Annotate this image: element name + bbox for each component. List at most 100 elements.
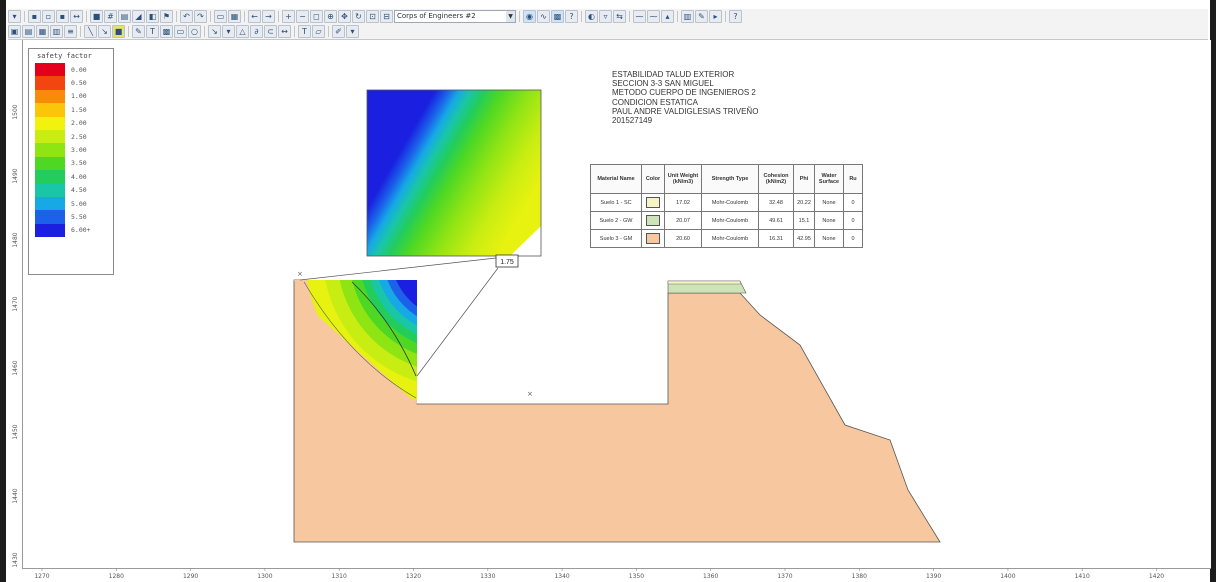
zoom-extents-icon[interactable]: ⊡ bbox=[366, 10, 379, 23]
print-preview-icon[interactable]: ▫ bbox=[42, 10, 55, 23]
edit-icon[interactable]: ✎ bbox=[695, 10, 708, 23]
critical-slip-surface bbox=[351, 281, 417, 377]
dropdown-icon[interactable]: ▾ bbox=[222, 25, 235, 38]
layers-icon[interactable]: ▣ bbox=[8, 25, 21, 38]
info-line: SECCION 3-3 SAN MIGUEL bbox=[612, 79, 714, 89]
horizontal-ruler-label: 1300 bbox=[257, 573, 272, 580]
properties-icon[interactable]: ▦ bbox=[36, 25, 49, 38]
vertical-ruler-labels: 1500 1490 1480 1470 1460 1450 1440 1430 bbox=[12, 104, 19, 567]
vertical-ruler-label: 1500 bbox=[12, 104, 19, 119]
probability-icon[interactable]: ▴ bbox=[661, 10, 674, 23]
toolbar-separator bbox=[24, 11, 25, 22]
legend-color-swatch bbox=[35, 89, 65, 104]
zoom-detail-panel bbox=[366, 89, 542, 257]
contours-icon[interactable]: ▩ bbox=[551, 10, 564, 23]
arrows-icon[interactable]: ⇆ bbox=[613, 10, 626, 23]
circle-icon[interactable]: ○ bbox=[188, 25, 201, 38]
horizontal-ruler-label: 1410 bbox=[1075, 573, 1090, 580]
note-icon[interactable]: ▱ bbox=[312, 25, 325, 38]
export-icon[interactable]: ↔ bbox=[70, 10, 83, 23]
toolbar-separator bbox=[244, 11, 245, 22]
fill-icon[interactable]: ■ bbox=[112, 25, 125, 38]
text-box-icon[interactable]: T bbox=[298, 25, 311, 38]
filter-icon[interactable]: ▿ bbox=[599, 10, 612, 23]
vertical-ruler-label: 1470 bbox=[12, 296, 19, 311]
compute-icon[interactable]: ◉ bbox=[523, 10, 536, 23]
toolbar-separator bbox=[725, 11, 726, 22]
factor-of-safety-box[interactable] bbox=[495, 254, 519, 268]
legend-value: 0.00 bbox=[71, 65, 87, 74]
more-icon[interactable]: ▸ bbox=[709, 10, 722, 23]
zoom-previous-icon[interactable]: ⊟ bbox=[380, 10, 393, 23]
dimension-icon[interactable]: ↔ bbox=[278, 25, 291, 38]
chart-icon[interactable]: ◢ bbox=[132, 10, 145, 23]
slip-surface-outline bbox=[303, 281, 417, 399]
boundary-icon[interactable]: ▥ bbox=[50, 25, 63, 38]
redo-icon[interactable]: ↷ bbox=[194, 10, 207, 23]
legend-entry: 1.50 bbox=[35, 103, 91, 117]
arrow-icon[interactable]: ↘ bbox=[208, 25, 221, 38]
legend-value: 3.00 bbox=[71, 146, 87, 155]
ru: 0 bbox=[843, 193, 863, 212]
help-icon[interactable]: ? bbox=[729, 10, 742, 23]
polygon-icon[interactable]: △ bbox=[236, 25, 249, 38]
table-header-row: Material Name Color Unit Weight (kN/m3) … bbox=[590, 164, 863, 194]
legend-color-swatch bbox=[35, 210, 65, 224]
material-icon[interactable]: ▤ bbox=[22, 25, 35, 38]
horizontal-ruler-label: 1350 bbox=[629, 573, 644, 580]
tile-icon[interactable]: ▦ bbox=[228, 10, 241, 23]
grid-icon[interactable]: # bbox=[104, 10, 117, 23]
legend-color-swatch bbox=[35, 170, 65, 184]
horizontal-ruler-label: 1380 bbox=[852, 573, 867, 580]
toolbar-separator bbox=[519, 11, 520, 22]
legend-title: safety factor bbox=[37, 52, 92, 60]
zoom-in-icon[interactable]: + bbox=[282, 10, 295, 23]
legend-entry: 6.00+ bbox=[35, 223, 91, 238]
save-icon[interactable]: ▪ bbox=[28, 10, 41, 23]
table-icon[interactable]: ▤ bbox=[118, 10, 131, 23]
undo-icon[interactable]: ↶ bbox=[180, 10, 193, 23]
minimum-surface-icon[interactable]: ◐ bbox=[585, 10, 598, 23]
image-icon[interactable]: ▩ bbox=[160, 25, 173, 38]
rectangle-icon[interactable]: ▭ bbox=[174, 25, 187, 38]
main-toolbar: ▾ ▪ ▫ ▪ ↔ ■ # ▤ ◢ ◧ ⚑ ↶ ↷ ▭ ▦ ← → + − ◻ … bbox=[8, 9, 1208, 24]
curve-icon[interactable]: ∂ bbox=[250, 25, 263, 38]
slip-surface-icon[interactable]: ∿ bbox=[537, 10, 550, 23]
display-icon[interactable]: ◧ bbox=[146, 10, 159, 23]
pencil-icon[interactable]: ✎ bbox=[132, 25, 145, 38]
list-icon[interactable]: ≡ bbox=[64, 25, 77, 38]
graph-icon[interactable]: ⁓ bbox=[633, 10, 646, 23]
material-color-cell bbox=[641, 229, 665, 248]
horizontal-ruler-label: 1330 bbox=[480, 573, 495, 580]
tools-icon[interactable]: ✐ bbox=[332, 25, 345, 38]
open-folder-icon[interactable]: ▾ bbox=[8, 10, 21, 23]
report-icon[interactable]: ▥ bbox=[681, 10, 694, 23]
line-icon[interactable]: ╲ bbox=[84, 25, 97, 38]
select-icon[interactable]: ■ bbox=[90, 10, 103, 23]
zoom-callout-line bbox=[299, 257, 497, 281]
back-icon[interactable]: ← bbox=[248, 10, 261, 23]
legend-color-swatch bbox=[35, 63, 65, 77]
polyline-icon[interactable]: ↘ bbox=[98, 25, 111, 38]
text-icon[interactable]: T bbox=[146, 25, 159, 38]
options-icon[interactable]: ⚑ bbox=[160, 10, 173, 23]
analysis-method-select[interactable]: Corps of Engineers #2 ▼ bbox=[394, 10, 516, 23]
zoom-all-icon[interactable]: ⊕ bbox=[324, 10, 337, 23]
forward-icon[interactable]: → bbox=[262, 10, 275, 23]
material-color-cell bbox=[641, 211, 665, 230]
material-color-swatch bbox=[646, 197, 660, 208]
window-icon[interactable]: ▭ bbox=[214, 10, 227, 23]
query-icon[interactable]: ? bbox=[565, 10, 578, 23]
zoom-window-icon[interactable]: ◻ bbox=[310, 10, 323, 23]
water-surface: None bbox=[814, 229, 844, 248]
zoom-out-icon[interactable]: − bbox=[296, 10, 309, 23]
refresh-icon[interactable]: ↻ bbox=[352, 10, 365, 23]
phi: 42.95 bbox=[793, 229, 815, 248]
sensitivity-icon[interactable]: ⁓ bbox=[647, 10, 660, 23]
pan-icon[interactable]: ✥ bbox=[338, 10, 351, 23]
print-icon[interactable]: ▪ bbox=[56, 10, 69, 23]
legend-entry: 0.50 bbox=[35, 76, 91, 90]
ellipse-icon[interactable]: ⊂ bbox=[264, 25, 277, 38]
tools-dropdown-icon[interactable]: ▾ bbox=[346, 25, 359, 38]
slope-material-suelo-1 bbox=[667, 280, 742, 285]
